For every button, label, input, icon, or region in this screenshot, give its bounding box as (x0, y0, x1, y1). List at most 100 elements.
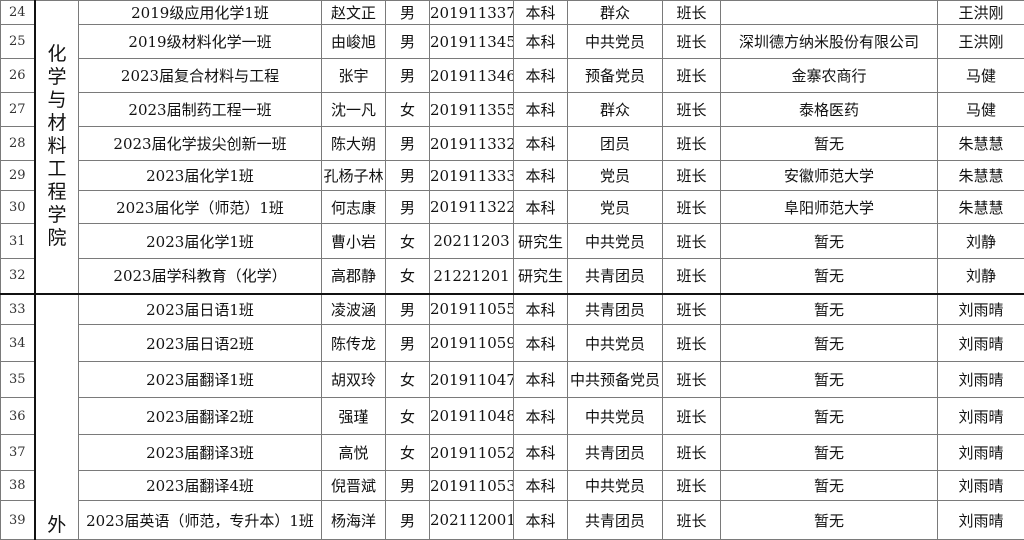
degree-level-cell: 本科 (514, 93, 568, 127)
employer-cell (721, 1, 938, 25)
gender-cell: 女 (386, 362, 430, 398)
gender-cell: 女 (386, 93, 430, 127)
class-name-cell: 2023届日语1班 (79, 294, 322, 325)
employer-cell: 暂无 (721, 259, 938, 294)
class-name-cell: 2019级材料化学一班 (79, 25, 322, 59)
student-name-cell: 由峻旭 (322, 25, 386, 59)
gender-cell: 男 (386, 25, 430, 59)
political-status-cell: 中共党员 (568, 325, 663, 362)
employer-cell: 暂无 (721, 127, 938, 161)
political-status-cell: 共青团员 (568, 259, 663, 294)
row-number-cell: 27 (1, 93, 35, 127)
student-id-cell: 2019113226 (430, 191, 514, 224)
gender-cell: 女 (386, 224, 430, 259)
table-row: 292023届化学1班孔杨子林男2019113330本科党员班长安徽师范大学朱慧… (1, 161, 1024, 191)
student-name-cell: 高郡静 (322, 259, 386, 294)
table-row: 282023届化学拔尖创新一班陈大朔男2019113324本科团员班长暂无朱慧慧 (1, 127, 1024, 161)
row-number-cell: 24 (1, 1, 35, 25)
student-name-cell: 杨海洋 (322, 501, 386, 540)
position-cell: 班长 (663, 259, 721, 294)
position-cell: 班长 (663, 93, 721, 127)
row-number-cell: 37 (1, 435, 35, 471)
counselor-cell: 刘雨晴 (938, 362, 1024, 398)
political-status-cell: 群众 (568, 1, 663, 25)
row-number-cell: 33 (1, 294, 35, 325)
counselor-cell: 刘雨晴 (938, 294, 1024, 325)
class-name-cell: 2023届学科教育（化学） (79, 259, 322, 294)
degree-level-cell: 本科 (514, 501, 568, 540)
counselor-cell: 刘静 (938, 259, 1024, 294)
table-row: 392023届英语（师范，专升本）1班杨海洋男2021120015本科共青团员班… (1, 501, 1024, 540)
counselor-cell: 刘雨晴 (938, 435, 1024, 471)
degree-level-cell: 研究生 (514, 224, 568, 259)
degree-level-cell: 本科 (514, 471, 568, 501)
student-id-cell: 2019110483 (430, 398, 514, 435)
class-name-cell: 2023届化学（师范）1班 (79, 191, 322, 224)
row-number-cell: 31 (1, 224, 35, 259)
table-row: 362023届翻译2班强瑾女2019110483本科中共党员班长暂无刘雨晴 (1, 398, 1024, 435)
student-name-cell: 赵文正 (322, 1, 386, 25)
gender-cell: 男 (386, 325, 430, 362)
gender-cell: 女 (386, 259, 430, 294)
class-name-cell: 2023届翻译3班 (79, 435, 322, 471)
employer-cell: 暂无 (721, 501, 938, 540)
degree-level-cell: 本科 (514, 325, 568, 362)
gender-cell: 女 (386, 435, 430, 471)
employer-cell: 暂无 (721, 435, 938, 471)
political-status-cell: 共青团员 (568, 501, 663, 540)
class-name-cell: 2023届化学1班 (79, 161, 322, 191)
class-name-cell: 2023届翻译2班 (79, 398, 322, 435)
gender-cell: 男 (386, 127, 430, 161)
counselor-cell: 朱慧慧 (938, 127, 1024, 161)
table-row: 252019级材料化学一班由峻旭男2019113455本科中共党员班长深圳德方纳… (1, 25, 1024, 59)
class-name-cell: 2023届化学拔尖创新一班 (79, 127, 322, 161)
table-row: 302023届化学（师范）1班何志康男2019113226本科党员班长阜阳师范大… (1, 191, 1024, 224)
degree-level-cell: 本科 (514, 398, 568, 435)
table-row: 272023届制药工程一班沈一凡女2019113558本科群众班长泰格医药马健 (1, 93, 1024, 127)
table-row: 352023届翻译1班胡双玲女2019110470本科中共预备党员班长暂无刘雨晴 (1, 362, 1024, 398)
counselor-cell: 刘雨晴 (938, 398, 1024, 435)
counselor-cell: 刘雨晴 (938, 325, 1024, 362)
row-number-cell: 26 (1, 59, 35, 93)
gender-cell: 男 (386, 471, 430, 501)
employer-cell: 深圳德方纳米股份有限公司 (721, 25, 938, 59)
employer-cell: 暂无 (721, 224, 938, 259)
class-name-cell: 2023届日语2班 (79, 325, 322, 362)
student-id-cell: 2019110597 (430, 325, 514, 362)
political-status-cell: 党员 (568, 191, 663, 224)
position-cell: 班长 (663, 59, 721, 93)
employer-cell: 暂无 (721, 471, 938, 501)
counselor-cell: 王洪刚 (938, 1, 1024, 25)
student-name-cell: 陈传龙 (322, 325, 386, 362)
student-id-cell: 2019113558 (430, 93, 514, 127)
political-status-cell: 中共党员 (568, 398, 663, 435)
student-name-cell: 胡双玲 (322, 362, 386, 398)
class-name-cell: 2023届翻译1班 (79, 362, 322, 398)
student-name-cell: 张宇 (322, 59, 386, 93)
degree-level-cell: 本科 (514, 1, 568, 25)
row-number-cell: 30 (1, 191, 35, 224)
degree-level-cell: 本科 (514, 294, 568, 325)
counselor-cell: 朱慧慧 (938, 161, 1024, 191)
gender-cell: 男 (386, 161, 430, 191)
employer-cell: 金寨农商行 (721, 59, 938, 93)
class-name-cell: 2023届化学1班 (79, 224, 322, 259)
degree-level-cell: 本科 (514, 25, 568, 59)
student-id-cell: 21221201 (430, 259, 514, 294)
degree-level-cell: 本科 (514, 191, 568, 224)
position-cell: 班长 (663, 161, 721, 191)
position-cell: 班长 (663, 127, 721, 161)
political-status-cell: 中共党员 (568, 224, 663, 259)
student-name-cell: 凌波涵 (322, 294, 386, 325)
table-row: 342023届日语2班陈传龙男2019110597本科中共党员班长暂无刘雨晴 (1, 325, 1024, 362)
counselor-cell: 朱慧慧 (938, 191, 1024, 224)
degree-level-cell: 本科 (514, 435, 568, 471)
student-name-cell: 沈一凡 (322, 93, 386, 127)
table-row: 372023届翻译3班高悦女2019110520本科共青团员班长暂无刘雨晴 (1, 435, 1024, 471)
employer-cell: 安徽师范大学 (721, 161, 938, 191)
student-id-cell: 2021120015 (430, 501, 514, 540)
position-cell: 班长 (663, 191, 721, 224)
degree-level-cell: 本科 (514, 161, 568, 191)
